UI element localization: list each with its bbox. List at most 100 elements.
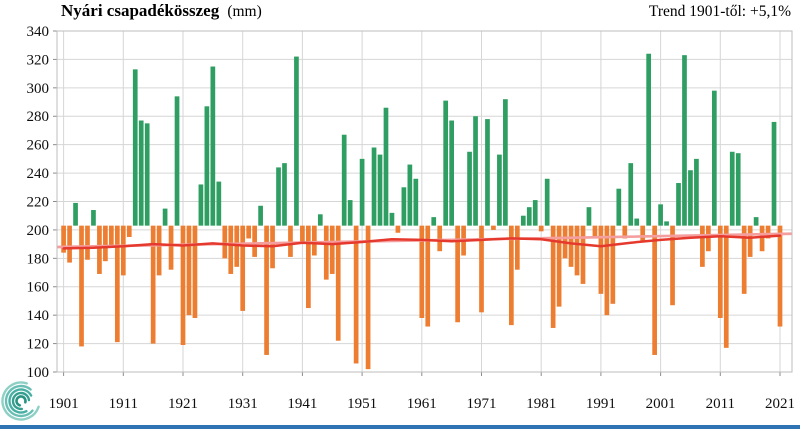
x-axis-label: 1961 [407, 396, 437, 412]
bar-2011 [717, 225, 723, 318]
bar-2005 [682, 55, 687, 226]
bar-2016 [747, 225, 753, 257]
bar-1965 [443, 100, 449, 226]
bar-1969 [467, 151, 472, 226]
bar-1947 [335, 225, 341, 341]
x-axis-label: 1941 [287, 396, 317, 412]
bar-1997 [634, 218, 640, 226]
bar-2021 [777, 225, 783, 327]
bar-1976 [509, 225, 514, 326]
bar-1971 [479, 225, 484, 313]
bar-1912 [126, 225, 132, 238]
bar-1979 [526, 207, 532, 226]
bar-1933 [252, 225, 257, 257]
bar-1903 [73, 202, 78, 226]
bar-1945 [323, 225, 329, 280]
bar-1918 [162, 208, 168, 226]
bar-2003 [670, 225, 675, 306]
bar-2020 [771, 121, 777, 226]
chart-title-unit: (mm) [227, 3, 262, 20]
bar-1913 [132, 69, 138, 226]
bar-1988 [580, 225, 586, 284]
bar-2012 [723, 225, 729, 348]
bar-2015 [741, 225, 747, 294]
x-axis-label: 1971 [467, 396, 497, 412]
bar-1993 [610, 225, 616, 304]
bar-1986 [568, 225, 574, 267]
bar-1983 [550, 225, 556, 328]
bar-1910 [114, 225, 120, 343]
bar-1954 [377, 154, 383, 226]
bar-1950 [353, 225, 359, 364]
bar-1924 [198, 184, 204, 226]
bar-1994 [616, 188, 622, 226]
bar-2008 [700, 225, 705, 267]
bar-1991 [598, 225, 604, 294]
bar-2002 [664, 221, 669, 226]
y-axis-label: 260 [27, 138, 50, 154]
bar-1934 [258, 205, 263, 226]
bar-1926 [210, 66, 216, 226]
bar-1948 [341, 134, 347, 226]
bar-1981 [538, 225, 544, 232]
bar-1990 [592, 225, 598, 239]
plot-border [56, 30, 793, 373]
chart-title-text: Nyári csapadékösszeg [61, 1, 220, 20]
bar-1946 [329, 225, 335, 274]
y-axis-label: 180 [27, 251, 50, 267]
bottom-accent-bar [0, 425, 800, 429]
x-axis-label: 2011 [706, 396, 735, 412]
bar-1984 [556, 225, 562, 307]
bar-1917 [156, 225, 162, 276]
bar-1953 [371, 147, 377, 226]
bar-1914 [138, 120, 144, 226]
bar-1935 [264, 225, 269, 355]
bar-1906 [91, 210, 96, 226]
bar-1909 [109, 225, 114, 246]
x-axis-label: 2021 [765, 396, 795, 412]
bar-1995 [622, 225, 628, 239]
y-axis-label: 220 [27, 194, 50, 210]
y-axis-label: 160 [27, 280, 50, 296]
bar-1943 [311, 225, 317, 256]
bar-1975 [503, 99, 508, 226]
bar-1927 [216, 181, 222, 226]
bar-1962 [425, 225, 431, 327]
bar-1959 [407, 164, 413, 226]
bar-1958 [401, 187, 407, 226]
moving-average-line [62, 234, 782, 250]
bar-1915 [144, 123, 150, 226]
bar-1998 [640, 225, 646, 242]
bar-1920 [174, 96, 180, 226]
bar-1973 [491, 225, 496, 230]
bar-1928 [222, 225, 228, 259]
bar-2009 [706, 225, 711, 252]
y-axis-label: 240 [27, 166, 50, 182]
bar-1966 [449, 120, 454, 226]
bar-1987 [574, 225, 580, 276]
bar-2006 [688, 170, 693, 226]
bar-2018 [759, 225, 765, 252]
bar-2004 [676, 183, 681, 226]
x-axis-label: 1931 [228, 396, 258, 412]
bar-1974 [497, 154, 502, 226]
y-axis-label: 340 [27, 24, 50, 40]
bar-1949 [347, 200, 353, 226]
bar-1941 [300, 225, 305, 243]
bar-1944 [317, 214, 323, 226]
bar-1963 [431, 217, 437, 226]
bar-1919 [168, 225, 174, 270]
bar-1977 [514, 225, 520, 270]
bar-2019 [765, 225, 771, 239]
bar-1931 [240, 225, 246, 311]
bar-1999 [646, 53, 652, 226]
bar-1908 [103, 225, 108, 262]
x-axis-label: 2001 [646, 396, 676, 412]
bar-1938 [282, 163, 287, 226]
bar-1916 [150, 225, 156, 344]
bar-1922 [186, 225, 192, 316]
bar-2017 [753, 217, 759, 226]
bar-1992 [604, 225, 610, 316]
